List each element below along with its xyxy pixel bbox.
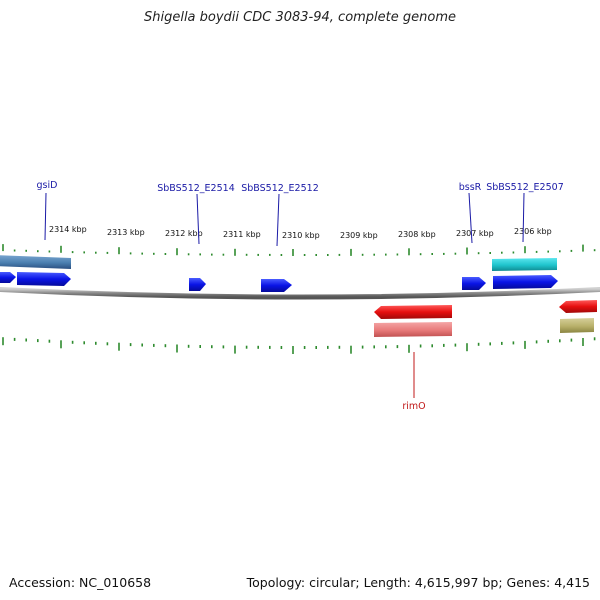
forward-cds-arrow[interactable] [0, 272, 16, 283]
genome-backbone [0, 286, 600, 300]
inner-tick-ring [2, 337, 596, 354]
scale-label-2309: 2309 kbp [340, 231, 378, 240]
cyan-feature-sbbs512-e2507[interactable] [492, 258, 557, 271]
forward-cds-arrow-bssr[interactable] [462, 277, 486, 290]
gene-label-rimo[interactable]: rimO [402, 401, 425, 412]
leader-line-sbbs512-e2512 [276, 193, 280, 247]
scale-label-2313: 2313 kbp [107, 228, 145, 237]
scale-labels: 2314 kbp 2313 kbp 2312 kbp 2311 kbp 2310… [49, 225, 552, 240]
map-title: Shigella boydii CDC 3083-94, complete ge… [143, 10, 457, 25]
outer-tick-ring [2, 244, 596, 256]
leader-line-bssr [468, 192, 473, 244]
scale-label-2310: 2310 kbp [282, 231, 320, 240]
forward-cds-arrow-sbbs512-e2514[interactable] [189, 278, 206, 291]
gene-label-sbbs512-e2512[interactable]: SbBS512_E2512 [241, 183, 319, 194]
gene-labels: gsiD SbBS512_E2514 SbBS512_E2512 bssR Sb… [37, 180, 564, 412]
scale-label-2311: 2311 kbp [223, 230, 261, 239]
scale-label-2306: 2306 kbp [514, 227, 552, 236]
gene-label-gsid[interactable]: gsiD [37, 180, 58, 191]
scale-label-2308: 2308 kbp [398, 230, 436, 239]
accession-text: Accession: NC_010658 [9, 575, 152, 590]
olive-feature[interactable] [560, 318, 594, 333]
forward-cds-arrow-gsid[interactable] [17, 272, 71, 286]
reverse-gene-feature-rimo[interactable] [374, 322, 452, 337]
forward-cds-arrow-sbbs512-e2507[interactable] [493, 275, 558, 289]
leader-line-sbbs512-e2507 [522, 192, 525, 243]
forward-cds-arrow-sbbs512-e2512[interactable] [261, 279, 292, 292]
reverse-cds-arrow-rimo[interactable] [374, 305, 452, 319]
gene-label-sbbs512-e2514[interactable]: SbBS512_E2514 [157, 183, 235, 194]
scale-label-2307: 2307 kbp [456, 229, 494, 238]
gene-label-leaders [44, 192, 525, 398]
genome-stats-text: Topology: circular; Length: 4,615,997 bp… [246, 575, 590, 590]
leader-line-gsid [44, 192, 47, 241]
gene-label-sbbs512-e2507[interactable]: SbBS512_E2507 [486, 182, 564, 193]
scale-label-2312: 2312 kbp [165, 229, 203, 238]
leader-line-sbbs512-e2514 [196, 193, 200, 245]
scale-label-2314: 2314 kbp [49, 225, 87, 234]
forward-gene-feature-gsid[interactable] [0, 255, 71, 269]
reverse-cds-arrow[interactable] [559, 300, 597, 313]
gene-label-bssr[interactable]: bssR [459, 182, 482, 193]
